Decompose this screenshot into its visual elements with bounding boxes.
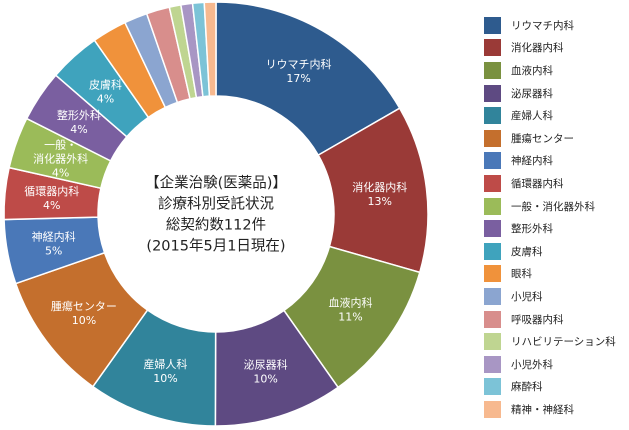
legend-swatch-17 [484, 400, 501, 418]
legend-item-6: 神経内科 [484, 150, 626, 173]
legend-label-4: 産婦人科 [511, 110, 553, 123]
legend-label-1: 消化器内科 [511, 42, 564, 55]
legend: リウマチ内科 消化器内科血液内科泌尿器科産婦人科腫瘍センター 神経内科循環器内科一般… [484, 14, 626, 421]
legend-swatch-15 [484, 355, 501, 373]
chart-title-line-0: 【企業治験(医薬品)】 [145, 174, 287, 192]
slice-label-3: 泌尿器科 10% [244, 357, 288, 385]
slice-label-0: リウマチ内科 17% [266, 57, 332, 85]
legend-swatch-10 [484, 242, 501, 260]
legend-item-17: 精神・神経科 [484, 398, 626, 421]
legend-swatch-8 [484, 197, 501, 215]
legend-item-15: 小児外科 [484, 353, 626, 376]
legend-item-1: 消化器内科 [484, 37, 626, 60]
legend-label-5: 腫瘍センター [511, 132, 574, 145]
slice-label-8: 一般・消化器外科 4% [33, 138, 88, 179]
legend-item-5: 腫瘍センター [484, 127, 626, 150]
slice-17 [203, 1, 217, 97]
chart-title-line-3: (2015年5月1日現在) [146, 238, 285, 255]
legend-label-6: 神経内科 [511, 155, 553, 168]
chart-title-line-1: 診療科別受託状況 [158, 196, 274, 213]
legend-item-11: 眼科 [484, 263, 626, 286]
slice-label-1: 消化器内科 13% [352, 180, 407, 208]
slice-label-2: 血液内科 11% [328, 296, 372, 324]
legend-item-2: 血液内科 [484, 59, 626, 82]
legend-swatch-5 [484, 129, 501, 147]
slice-label-7: 循環器内科 4% [24, 184, 79, 212]
legend-item-14: リハビリテーション科 [484, 330, 626, 353]
legend-swatch-11 [484, 265, 501, 283]
legend-label-7: 循環器内科 [511, 177, 564, 190]
legend-label-3: 泌尿器科 [511, 87, 553, 100]
legend-label-2: 血液内科 [511, 64, 553, 77]
legend-swatch-16 [484, 378, 501, 396]
legend-swatch-13 [484, 310, 501, 328]
slice-label-10: 皮膚科 4% [89, 77, 122, 105]
donut-chart: リウマチ内科 17% 消化器内科 13% 血液内科 11% 泌尿器科 10% 産婦人科 10% 腫瘍… [3, 1, 429, 427]
legend-item-12: 小児科 [484, 285, 626, 308]
legend-label-14: リハビリテーション科 [511, 336, 616, 349]
legend-swatch-4 [484, 107, 501, 125]
chart-title-line-2: 総契約数112件 [166, 217, 266, 234]
legend-label-12: 小児科 [511, 290, 543, 303]
legend-item-0: リウマチ内科 [484, 14, 626, 37]
legend-label-0: リウマチ内科 [511, 19, 574, 32]
slice-label-5: 腫瘍センター 10% [51, 299, 117, 327]
legend-swatch-1 [484, 39, 501, 57]
legend-item-4: 産婦人科 [484, 104, 626, 127]
legend-item-3: 泌尿器科 [484, 82, 626, 105]
legend-swatch-6 [484, 152, 501, 170]
legend-label-13: 呼吸器内科 [511, 313, 564, 326]
legend-swatch-14 [484, 333, 501, 351]
legend-label-9: 整形外科 [511, 223, 553, 236]
legend-swatch-0 [484, 16, 501, 34]
legend-item-10: 皮膚科 [484, 240, 626, 263]
slice-labels: リウマチ内科 17% 消化器内科 13% 血液内科 11% 泌尿器科 10% 産婦人科 10% 腫瘍… [24, 57, 407, 385]
legend-item-13: 呼吸器内科 [484, 308, 626, 331]
donut-slices [3, 1, 429, 427]
legend-swatch-3 [484, 84, 501, 102]
legend-item-9: 整形外科 [484, 217, 626, 240]
legend-label-16: 麻酔科 [511, 381, 543, 394]
legend-label-10: 皮膚科 [511, 245, 543, 258]
slice-label-6: 神経内科 5% [32, 230, 76, 258]
legend-item-7: 循環器内科 [484, 172, 626, 195]
legend-label-17: 精神・神経科 [511, 403, 574, 416]
legend-label-11: 眼科 [511, 268, 532, 281]
slice-label-9: 整形外科 4% [57, 108, 101, 136]
legend-item-16: 麻酔科 [484, 376, 626, 399]
legend-swatch-9 [484, 220, 501, 238]
legend-item-8: 一般・消化器外科 [484, 195, 626, 218]
legend-swatch-7 [484, 174, 501, 192]
legend-swatch-2 [484, 61, 501, 79]
legend-label-8: 一般・消化器外科 [511, 200, 595, 213]
slice-label-4: 産婦人科 10% [143, 357, 187, 385]
legend-swatch-12 [484, 287, 501, 305]
legend-label-15: 小児外科 [511, 358, 553, 371]
slice-0 [215, 1, 401, 157]
